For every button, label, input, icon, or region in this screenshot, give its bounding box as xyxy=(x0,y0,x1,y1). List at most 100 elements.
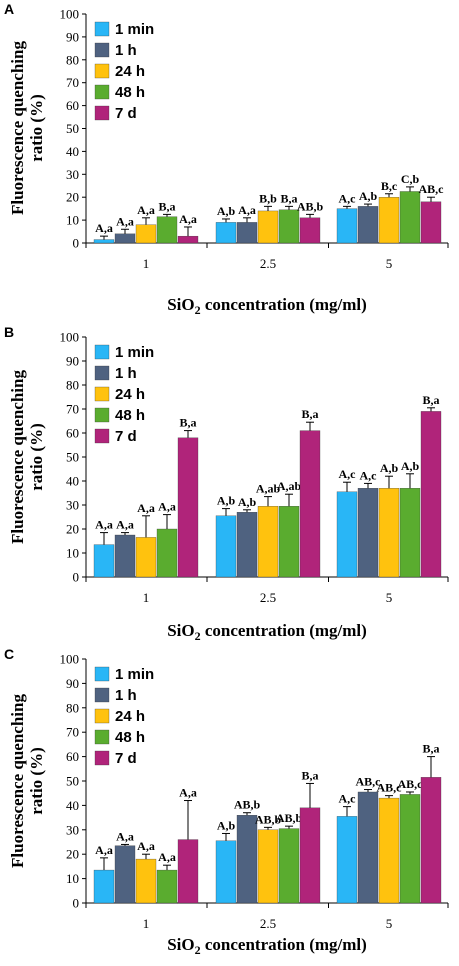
significance-label: B,a xyxy=(280,191,297,205)
significance-label: A,a xyxy=(137,839,155,853)
bar xyxy=(135,537,157,578)
y-tick-label: 80 xyxy=(66,378,79,393)
bar xyxy=(93,869,115,904)
bar xyxy=(93,239,115,244)
y-tick-label: 50 xyxy=(66,774,79,789)
bar xyxy=(93,544,115,578)
y-tick-label: 40 xyxy=(66,474,79,489)
bar xyxy=(215,222,237,244)
significance-label: A,c xyxy=(360,468,378,482)
y-tick-label: 0 xyxy=(73,236,80,251)
y-axis-title-line2: ratio (%) xyxy=(27,747,46,815)
bar xyxy=(135,858,157,904)
bar xyxy=(399,794,421,904)
y-tick-label: 10 xyxy=(66,871,79,886)
bar xyxy=(357,206,379,244)
bar xyxy=(177,839,199,904)
x-tick-label: 1 xyxy=(143,916,150,931)
x-tick-label: 5 xyxy=(386,256,393,271)
y-tick-label: 10 xyxy=(66,213,79,228)
legend-swatch xyxy=(94,708,110,724)
y-tick-label: 90 xyxy=(66,676,79,691)
significance-label: A,c xyxy=(339,792,357,806)
significance-label: A,b xyxy=(217,818,236,832)
bar xyxy=(299,217,321,244)
legend-label: 48 h xyxy=(115,84,145,101)
legend-label: 1 h xyxy=(115,365,137,382)
y-tick-label: 70 xyxy=(66,402,79,417)
y-tick-label: 30 xyxy=(66,498,79,513)
bar xyxy=(114,845,136,904)
x-tick-label: 2.5 xyxy=(260,916,276,931)
legend-label: 1 min xyxy=(115,666,154,683)
y-axis-title-line2: ratio (%) xyxy=(27,94,46,162)
significance-label: A,a xyxy=(95,843,113,857)
y-tick-label: 80 xyxy=(66,52,79,67)
bar xyxy=(257,210,279,244)
y-tick-label: 90 xyxy=(66,354,79,369)
bar xyxy=(156,869,178,904)
legend-swatch xyxy=(94,428,110,444)
legend-label: 24 h xyxy=(115,386,145,403)
x-tick-label: 2.5 xyxy=(260,590,276,605)
legend-label: 1 h xyxy=(115,687,137,704)
y-tick-label: 60 xyxy=(66,749,79,764)
legend-swatch xyxy=(94,407,110,423)
significance-label: A,a xyxy=(179,212,197,226)
legend-label: 24 h xyxy=(115,708,145,725)
significance-label: A,a xyxy=(137,501,155,515)
significance-label: A,a xyxy=(158,500,176,514)
significance-label: A,b xyxy=(380,461,399,475)
bar xyxy=(177,235,199,244)
y-tick-label: 10 xyxy=(66,546,79,561)
bar xyxy=(236,222,258,244)
legend-swatch xyxy=(94,63,110,79)
significance-label: B,a xyxy=(158,199,175,213)
x-tick-label: 1 xyxy=(143,256,150,271)
significance-label: A,a xyxy=(95,221,113,235)
y-tick-label: 0 xyxy=(73,570,80,585)
legend-swatch xyxy=(94,344,110,360)
significance-label: B,b xyxy=(259,191,277,205)
y-tick-label: 80 xyxy=(66,700,79,715)
legend-label: 1 min xyxy=(115,344,154,361)
significance-label: A,a xyxy=(137,203,155,217)
bar xyxy=(299,430,321,578)
y-axis-title: Fluorescence quenching xyxy=(8,694,27,868)
panel-letter: A xyxy=(4,1,14,17)
significance-label: A,a xyxy=(158,850,176,864)
bar xyxy=(215,515,237,578)
significance-label: A,c xyxy=(339,191,357,205)
significance-label: A,a xyxy=(116,829,134,843)
significance-label: AB,c xyxy=(356,775,382,789)
significance-label: A,a xyxy=(179,786,197,800)
significance-label: A,b xyxy=(238,495,257,509)
significance-label: B,a xyxy=(301,768,318,782)
bar xyxy=(357,488,379,578)
x-axis-title: SiO2 concentration (mg/ml) xyxy=(167,295,367,317)
legend-swatch xyxy=(94,42,110,58)
panel-letter: B xyxy=(4,324,14,340)
bar xyxy=(257,506,279,578)
legend-label: 48 h xyxy=(115,407,145,424)
significance-label: A,c xyxy=(339,467,357,481)
bar xyxy=(420,201,442,244)
legend-swatch xyxy=(94,750,110,766)
bar xyxy=(420,777,442,904)
legend-swatch xyxy=(94,105,110,121)
legend-swatch xyxy=(94,666,110,682)
bar xyxy=(236,815,258,904)
bar xyxy=(336,491,358,578)
y-tick-label: 20 xyxy=(66,847,79,862)
bar xyxy=(278,506,300,578)
significance-label: AB,b xyxy=(297,199,324,213)
significance-label: A,a xyxy=(116,518,134,532)
significance-label: A,b xyxy=(401,459,420,473)
bar xyxy=(378,488,400,578)
y-tick-label: 90 xyxy=(66,29,79,44)
x-axis-title: SiO2 concentration (mg/ml) xyxy=(167,621,367,643)
bar xyxy=(336,816,358,904)
significance-label: A,a xyxy=(95,518,113,532)
legend-swatch xyxy=(94,365,110,381)
y-tick-label: 50 xyxy=(66,450,79,465)
